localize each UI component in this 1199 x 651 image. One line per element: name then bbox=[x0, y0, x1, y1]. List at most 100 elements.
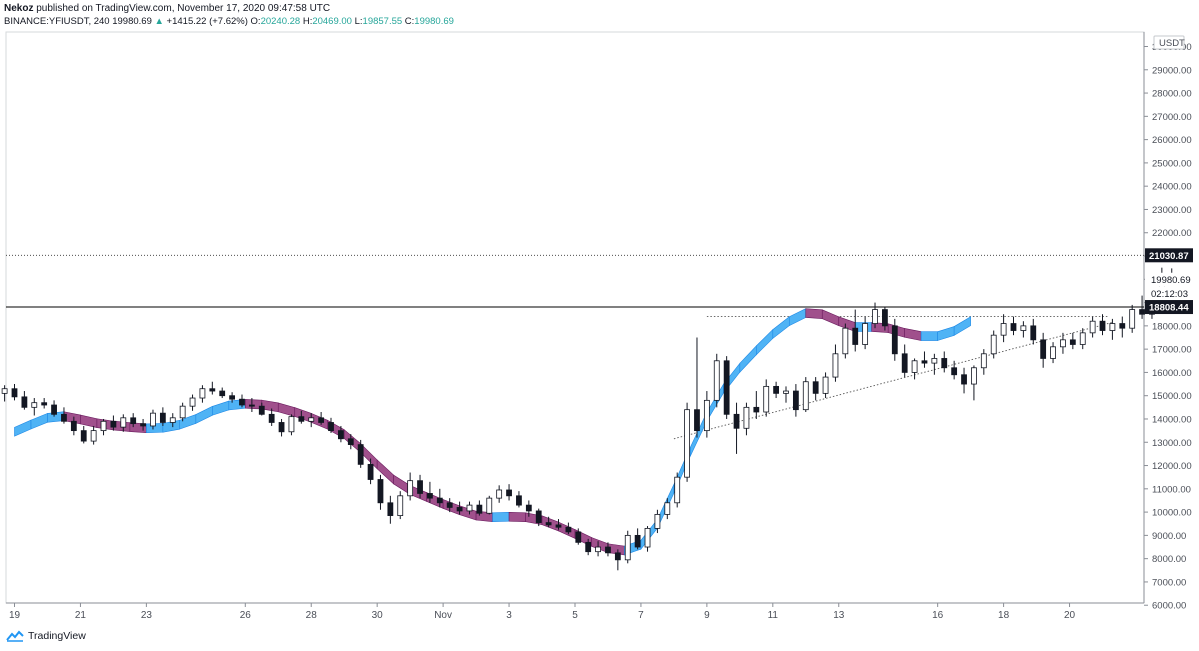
candle bbox=[1109, 318, 1116, 340]
candle bbox=[951, 360, 958, 380]
candle-body bbox=[308, 417, 315, 422]
last-price: 19980.69 bbox=[112, 16, 152, 27]
tradingview-brand[interactable]: TradingView bbox=[6, 630, 86, 642]
candle-body bbox=[417, 480, 423, 494]
candle bbox=[1099, 314, 1106, 336]
candle-body bbox=[921, 360, 928, 364]
candle bbox=[1119, 316, 1126, 338]
candle-body bbox=[436, 497, 443, 504]
candle bbox=[703, 391, 710, 438]
low-value: 19857.55 bbox=[362, 16, 403, 27]
candle-body bbox=[971, 367, 977, 385]
candle-body bbox=[1060, 339, 1066, 348]
candle bbox=[377, 474, 384, 510]
ema-band-segment bbox=[920, 331, 938, 341]
candle bbox=[298, 410, 305, 424]
candle bbox=[288, 414, 295, 436]
candle bbox=[456, 501, 463, 515]
candle bbox=[694, 337, 700, 438]
candle-body bbox=[150, 412, 156, 427]
candle bbox=[308, 413, 315, 428]
candle-body bbox=[1079, 332, 1086, 345]
candle-body bbox=[1099, 320, 1106, 331]
candle-body bbox=[1069, 339, 1076, 345]
candle-body bbox=[1020, 325, 1027, 331]
candle-body bbox=[140, 423, 146, 427]
candle bbox=[961, 367, 967, 394]
candle-body bbox=[466, 504, 473, 512]
candle bbox=[802, 377, 809, 412]
candle-body bbox=[684, 409, 690, 478]
candle bbox=[229, 392, 236, 403]
currency-box bbox=[1153, 35, 1185, 50]
candle-body bbox=[120, 417, 127, 428]
candle-body bbox=[891, 325, 898, 355]
candle bbox=[872, 302, 878, 329]
price-label-box bbox=[1145, 300, 1193, 315]
candle bbox=[773, 381, 780, 399]
candle-body bbox=[733, 413, 740, 429]
change-arrow-icon: ▲ bbox=[154, 16, 164, 27]
symbol-header: BINANCE:YFIUSDT, 240 19980.69 ▲ +1415.22… bbox=[4, 16, 454, 27]
last-price-label: 19980.69 bbox=[1151, 275, 1191, 286]
candle bbox=[535, 508, 542, 527]
candle-body bbox=[783, 390, 789, 394]
candle-body bbox=[1030, 325, 1037, 341]
candle-body bbox=[199, 388, 206, 399]
candle bbox=[585, 538, 592, 556]
candle bbox=[783, 386, 789, 403]
candle bbox=[921, 351, 928, 368]
candle bbox=[239, 394, 245, 408]
candle bbox=[931, 353, 938, 375]
candle bbox=[852, 309, 859, 352]
candle-body bbox=[496, 489, 503, 499]
time-tick-label: 11 bbox=[768, 610, 779, 621]
candle-body bbox=[169, 417, 176, 423]
candle-body bbox=[70, 420, 77, 432]
candle-body bbox=[565, 526, 572, 533]
candle bbox=[674, 472, 681, 508]
candle-body bbox=[209, 388, 216, 392]
candle-body bbox=[1050, 346, 1056, 359]
candle bbox=[753, 391, 760, 419]
candle-body bbox=[743, 406, 750, 429]
candle bbox=[862, 316, 869, 350]
candle bbox=[51, 400, 57, 417]
candle bbox=[733, 402, 740, 454]
candle bbox=[832, 344, 839, 382]
candle-body bbox=[812, 381, 819, 394]
time-tick-label: 13 bbox=[833, 610, 845, 621]
candle bbox=[199, 385, 206, 403]
candle-body bbox=[278, 422, 285, 433]
price-tick-label: 27000.00 bbox=[1152, 112, 1192, 123]
candle-body bbox=[318, 417, 325, 423]
candle bbox=[90, 425, 97, 445]
candle bbox=[792, 384, 799, 417]
close-value: 19980.69 bbox=[414, 16, 454, 27]
candle-body bbox=[239, 398, 245, 406]
candle-body bbox=[130, 417, 137, 425]
candle-body bbox=[882, 309, 888, 327]
ema-band-segment bbox=[492, 512, 510, 522]
candle bbox=[1000, 314, 1007, 343]
candle bbox=[496, 485, 503, 503]
candle bbox=[179, 402, 186, 422]
candle bbox=[664, 498, 671, 520]
candle-body bbox=[11, 388, 18, 398]
price-label-box bbox=[1145, 272, 1193, 287]
price-tick-label: 15000.00 bbox=[1152, 391, 1192, 402]
candle bbox=[812, 377, 819, 401]
time-tick-label: 26 bbox=[240, 610, 252, 621]
candle-body bbox=[951, 367, 958, 376]
candle-body bbox=[822, 376, 829, 394]
candle-body bbox=[1109, 323, 1116, 331]
price-tick-label: 12000.00 bbox=[1152, 461, 1192, 472]
candle-body bbox=[644, 527, 651, 548]
candle-body bbox=[31, 402, 38, 408]
candle-body bbox=[516, 495, 522, 506]
candle bbox=[654, 509, 661, 534]
price-label-text: 21030.87 bbox=[1149, 251, 1189, 262]
candle-body bbox=[1, 388, 8, 394]
candle-body bbox=[585, 541, 592, 553]
